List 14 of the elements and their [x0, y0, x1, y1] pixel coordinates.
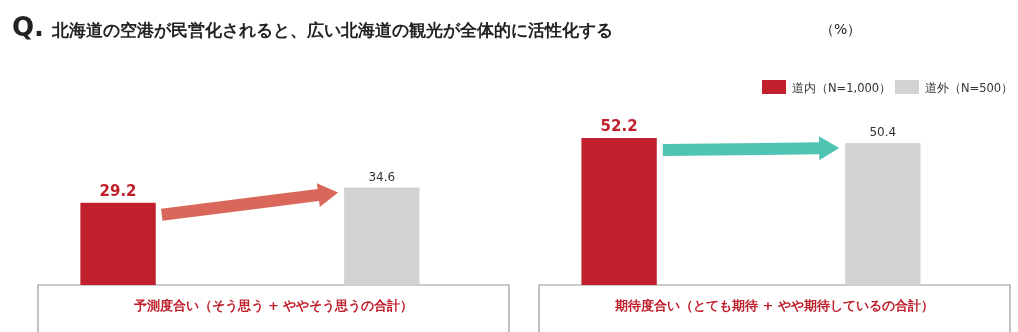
chart-subtitle: （%） — [820, 21, 862, 37]
bar — [80, 202, 156, 285]
legend-label: 道外（N=500） — [925, 81, 1014, 95]
bar — [581, 138, 657, 285]
data-label: 52.2 — [600, 117, 638, 135]
x-tick-label: 予測度合い（そう思う + ややそう思うの合計） — [132, 298, 414, 313]
data-label: 29.2 — [99, 181, 137, 200]
chart-title: Q. 北海道の空港が民営化されると、広い北海道の観光が全体的に活性化する — [12, 12, 613, 42]
bar — [344, 187, 420, 285]
data-label: 50.4 — [869, 125, 897, 140]
bar — [845, 143, 921, 285]
legend-label: 道内（N=1,000） — [792, 81, 892, 95]
x-tick-label: 期待度合い（とても期待 + やや期待しているの合計） — [614, 298, 934, 313]
data-label: 34.6 — [368, 169, 396, 184]
